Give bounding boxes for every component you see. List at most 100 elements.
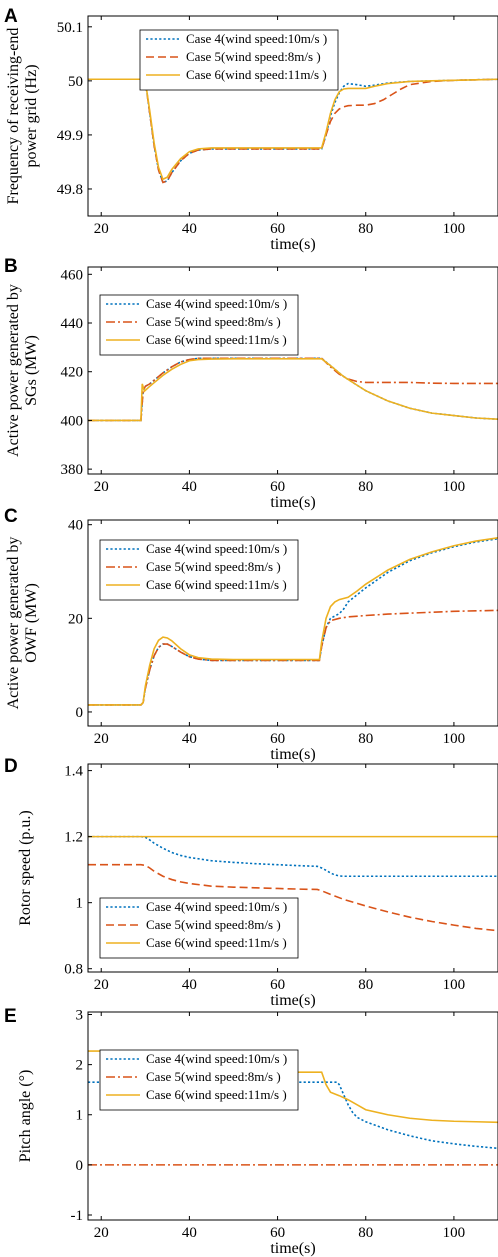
legend-label: Case 6(wind speed:11m/s )	[146, 935, 287, 950]
y-tick-label: 2	[76, 1058, 84, 1074]
legend-box	[99, 294, 299, 356]
panel-E: E 20 40 60 80 100 -1 0 1 2 3 time(s) Pitch angle (°)…	[4, 1006, 498, 1257]
x-tick-label: 40	[182, 221, 197, 237]
x-axis-label: time(s)	[270, 746, 315, 763]
y-tick-label: 20	[68, 611, 83, 627]
x-tick-label: 40	[182, 479, 197, 495]
y-tick-label: -1	[71, 1208, 84, 1224]
y-axis-label: Active power generated by	[5, 537, 22, 710]
y-axis-label: Frequency of receiving-end	[5, 28, 22, 205]
legend-label: Case 4(wind speed:10m/s )	[186, 31, 327, 46]
plot-frame	[87, 15, 498, 217]
x-tick-label: 20	[94, 977, 109, 993]
legend-label: Case 4(wind speed:10m/s )	[146, 541, 287, 556]
x-tick-label: 20	[94, 731, 109, 747]
plot-frame	[87, 519, 498, 727]
y-tick-label: 49.8	[57, 182, 83, 198]
y-tick-label: 0	[76, 1158, 84, 1174]
legend-label: Case 5(wind speed:8m/s )	[146, 559, 281, 574]
series-line-case-5	[88, 357, 498, 422]
x-tick-label: 60	[270, 1225, 285, 1241]
panel-B: B 20 40 60 80 100 380 400 420 440 460 time(s) Active…	[4, 256, 498, 511]
legend: Case 4(wind speed:10m/s ) Case 5(wind spe…	[139, 29, 339, 91]
y-tick-label: 440	[61, 316, 84, 332]
x-tick-label: 80	[358, 221, 373, 237]
legend: Case 4(wind speed:10m/s ) Case 5(wind spe…	[99, 897, 299, 959]
legend: Case 4(wind speed:10m/s ) Case 5(wind spe…	[99, 1049, 299, 1111]
series-group	[88, 78, 498, 184]
y-tick-label: 1.2	[64, 830, 83, 846]
y-tick-label: 400	[61, 413, 84, 429]
legend-label: Case 5(wind speed:8m/s )	[146, 1069, 281, 1084]
x-tick-label: 60	[270, 221, 285, 237]
series-line-case-4	[88, 835, 498, 878]
x-tick-label: 100	[443, 221, 466, 237]
panel-letter: A	[4, 6, 18, 27]
plot-frame	[87, 266, 498, 475]
legend-box	[99, 1049, 299, 1111]
y-tick-label: 420	[61, 365, 84, 381]
x-tick-label: 80	[358, 479, 373, 495]
y-tick-label: 0	[76, 705, 84, 721]
legend-label: Case 4(wind speed:10m/s )	[146, 296, 287, 311]
legend-label: Case 4(wind speed:10m/s )	[146, 1051, 287, 1066]
plot-frame	[87, 763, 498, 973]
panel-letter: D	[4, 756, 18, 777]
y-axis-label: power grid (Hz)	[23, 64, 40, 167]
series-line-case-6	[88, 536, 498, 706]
series-line-case-5	[88, 78, 498, 184]
y-tick-label: 1.4	[64, 764, 83, 780]
panel-letter: E	[4, 1006, 17, 1027]
x-axis-label: time(s)	[270, 236, 315, 253]
legend-label: Case 5(wind speed:8m/s )	[146, 314, 281, 329]
y-tick-label: 380	[61, 462, 84, 478]
y-axis-label: Pitch angle (°)	[17, 1070, 34, 1163]
x-axis-label: time(s)	[270, 1240, 315, 1257]
series-line-case-5	[88, 609, 498, 706]
legend-label: Case 6(wind speed:11m/s )	[146, 577, 287, 592]
y-tick-label: 1	[76, 896, 84, 912]
x-tick-label: 60	[270, 479, 285, 495]
y-tick-label: 40	[68, 518, 83, 534]
y-tick-label: 50	[68, 74, 83, 90]
series-line-case-4	[88, 78, 498, 184]
series-group	[88, 357, 498, 422]
x-tick-label: 80	[358, 977, 373, 993]
x-tick-label: 100	[443, 1225, 466, 1241]
x-tick-label: 40	[182, 977, 197, 993]
x-tick-label: 20	[94, 1225, 109, 1241]
series-group	[88, 536, 498, 706]
y-tick-label: 49.9	[57, 128, 83, 144]
legend-label: Case 4(wind speed:10m/s )	[146, 899, 287, 914]
y-axis-label: Active power generated by	[5, 284, 22, 457]
y-tick-label: 460	[61, 267, 84, 283]
legend: Case 4(wind speed:10m/s ) Case 5(wind spe…	[99, 539, 299, 601]
legend: Case 4(wind speed:10m/s ) Case 5(wind spe…	[99, 294, 299, 356]
x-tick-label: 40	[182, 731, 197, 747]
legend-label: Case 5(wind speed:8m/s )	[146, 917, 281, 932]
panel-A: A 20 40 60 80 100 49.8 49.9 50 50.1 time(s) Frequen…	[4, 6, 498, 253]
y-tick-label: 3	[76, 1008, 84, 1024]
x-tick-label: 80	[358, 731, 373, 747]
series-line-case-5	[88, 863, 498, 932]
x-axis-label: time(s)	[270, 992, 315, 1009]
series-group	[88, 835, 498, 932]
legend-box	[99, 539, 299, 601]
plot-frame	[87, 1011, 498, 1221]
panel-D: D 20 40 60 80 100 0.8 1 1.2 1.4 time(s) Rotor speed…	[4, 756, 498, 1009]
x-tick-label: 100	[443, 731, 466, 747]
series-line-case-4	[88, 357, 498, 422]
x-tick-label: 60	[270, 977, 285, 993]
y-axis-label: OWF (MW)	[23, 583, 40, 663]
legend-box	[139, 29, 339, 91]
series-line-case-6	[88, 78, 498, 181]
y-tick-label: 1	[76, 1108, 84, 1124]
x-tick-label: 80	[358, 1225, 373, 1241]
legend-label: Case 6(wind speed:11m/s )	[146, 1087, 287, 1102]
x-tick-label: 60	[270, 731, 285, 747]
x-tick-label: 20	[94, 479, 109, 495]
x-tick-label: 100	[443, 479, 466, 495]
y-tick-label: 50.1	[57, 20, 83, 36]
panel-letter: C	[4, 506, 18, 527]
